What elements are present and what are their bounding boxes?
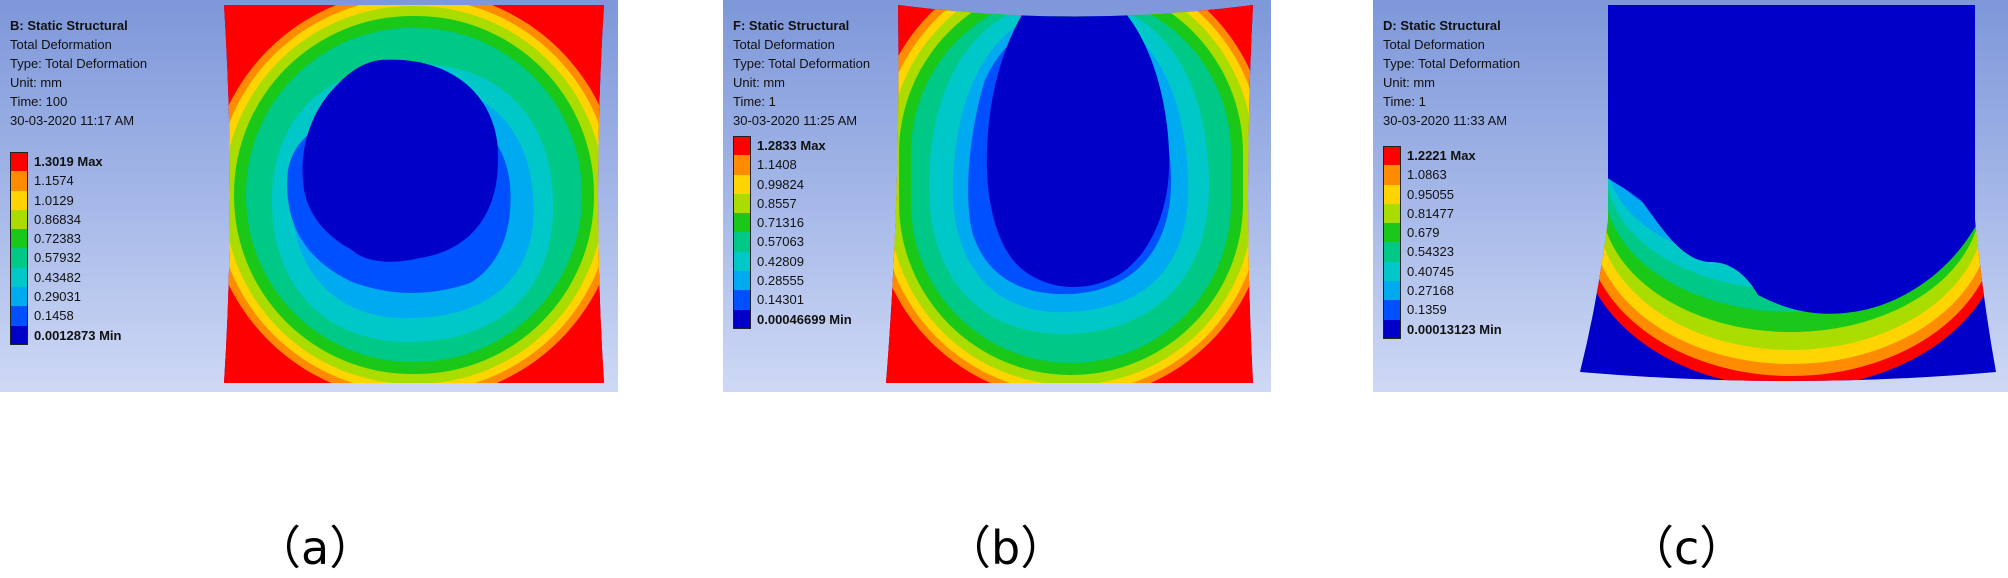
result-title: B: Static Structural — [10, 18, 128, 33]
legend-swatch — [1383, 203, 1401, 224]
legend-value: 0.40745 — [1407, 263, 1454, 279]
result-line: Type: Total Deformation — [10, 56, 148, 71]
legend-swatch — [10, 287, 28, 307]
result-line: Time: 100 — [10, 94, 68, 109]
legend-value: 1.1574 — [34, 173, 74, 189]
legend-swatch — [10, 267, 28, 288]
result-line: 30-03-2020 11:33 AM — [1383, 113, 1508, 128]
result-line: 30-03-2020 11:17 AM — [10, 113, 135, 128]
legend-swatch — [733, 271, 751, 291]
legend-value: 0.72383 — [34, 231, 81, 247]
legend-value: 0.1458 — [34, 308, 74, 324]
legend-swatch — [10, 209, 28, 230]
legend-swatch — [10, 325, 28, 345]
result-line: Total Deformation — [1383, 37, 1485, 52]
result-line: 30-03-2020 11:25 AM — [733, 113, 858, 128]
legend-swatch — [733, 193, 751, 214]
legend-swatch — [733, 251, 751, 272]
legend-max-label: 1.2833 Max — [757, 138, 826, 153]
legend-value: 0.43482 — [34, 269, 81, 285]
legend-swatch — [733, 136, 751, 156]
legend-value: 1.1408 — [757, 157, 797, 173]
legend-value: 0.57063 — [757, 234, 804, 250]
legend-swatch — [1383, 223, 1401, 243]
result-line: Time: 1 — [1383, 94, 1426, 109]
legend-value: 1.0863 — [1407, 167, 1447, 183]
legend-value: 0.29031 — [34, 289, 81, 305]
legend-swatch — [733, 213, 751, 233]
result-line: Unit: mm — [733, 75, 785, 90]
legend-value: 0.28555 — [757, 273, 804, 289]
result-line: Unit: mm — [10, 75, 62, 90]
panel-c: D: Static Structural Total Deformation T… — [1373, 0, 2008, 392]
result-line: Type: Total Deformation — [1383, 56, 1521, 71]
legend-swatch — [733, 290, 751, 310]
legend-min-label: 0.00013123 Min — [1407, 321, 1502, 337]
caption-c: （c） — [1628, 521, 1746, 575]
deformation-plot-c — [1580, 5, 1996, 381]
legend-min-label: 0.00046699 Min — [757, 311, 852, 327]
legend-value: 0.679 — [1407, 225, 1440, 241]
legend-swatch — [733, 174, 751, 194]
caption-a: （a） — [255, 521, 376, 575]
legend-swatch — [1383, 300, 1401, 320]
result-line: Type: Total Deformation — [733, 56, 871, 71]
legend-value: 0.95055 — [1407, 186, 1454, 202]
legend-swatch — [10, 248, 28, 268]
result-title: F: Static Structural — [733, 18, 850, 33]
deformation-plot-b — [886, 5, 1253, 383]
panel-b: F: Static Structural Total Deformation T… — [723, 0, 1271, 392]
legend-swatch — [733, 155, 751, 175]
legend-swatch — [10, 171, 28, 191]
result-info-c: D: Static Structural Total Deformation T… — [1383, 16, 1520, 130]
legend-swatch — [1383, 184, 1401, 204]
legend-swatch — [1383, 319, 1401, 339]
panel-a: B: Static Structural Total Deformation T… — [0, 0, 618, 392]
deformation-plot-a — [224, 5, 604, 383]
result-line: Total Deformation — [733, 37, 835, 52]
result-title: D: Static Structural — [1383, 18, 1501, 33]
legend-value: 0.71316 — [757, 215, 804, 231]
legend-min-label: 0.0012873 Min — [34, 327, 122, 343]
legend-max-label: 1.2221 Max — [1407, 148, 1476, 163]
legend-value: 0.81477 — [1407, 205, 1454, 221]
result-info-a: B: Static Structural Total Deformation T… — [10, 16, 147, 130]
legend-value: 0.42809 — [757, 253, 804, 269]
result-line: Total Deformation — [10, 37, 112, 52]
caption-b: （b） — [945, 521, 1067, 575]
result-line: Time: 1 — [733, 94, 776, 109]
legend-swatch — [1383, 146, 1401, 166]
legend-swatch — [1383, 261, 1401, 282]
legend-value: 0.86834 — [34, 211, 81, 227]
legend-value: 0.57932 — [34, 250, 81, 266]
legend-swatch — [1383, 281, 1401, 301]
legend-max-label: 1.3019 Max — [34, 154, 103, 169]
legend-swatch — [10, 306, 28, 326]
legend-swatch — [1383, 165, 1401, 185]
result-info-b: F: Static Structural Total Deformation T… — [733, 16, 870, 130]
legend-value: 0.99824 — [757, 176, 804, 192]
result-line: Unit: mm — [1383, 75, 1435, 90]
legend-swatch — [10, 190, 28, 210]
legend-value: 0.8557 — [757, 195, 797, 211]
legend-swatch — [1383, 242, 1401, 262]
legend-value: 0.27168 — [1407, 283, 1454, 299]
legend-value: 0.1359 — [1407, 302, 1447, 318]
legend-value: 0.54323 — [1407, 244, 1454, 260]
legend-swatch — [733, 232, 751, 252]
legend-swatch — [733, 309, 751, 329]
legend-swatch — [10, 229, 28, 249]
legend-value: 0.14301 — [757, 292, 804, 308]
legend-value: 1.0129 — [34, 192, 74, 208]
legend-swatch — [10, 152, 28, 172]
